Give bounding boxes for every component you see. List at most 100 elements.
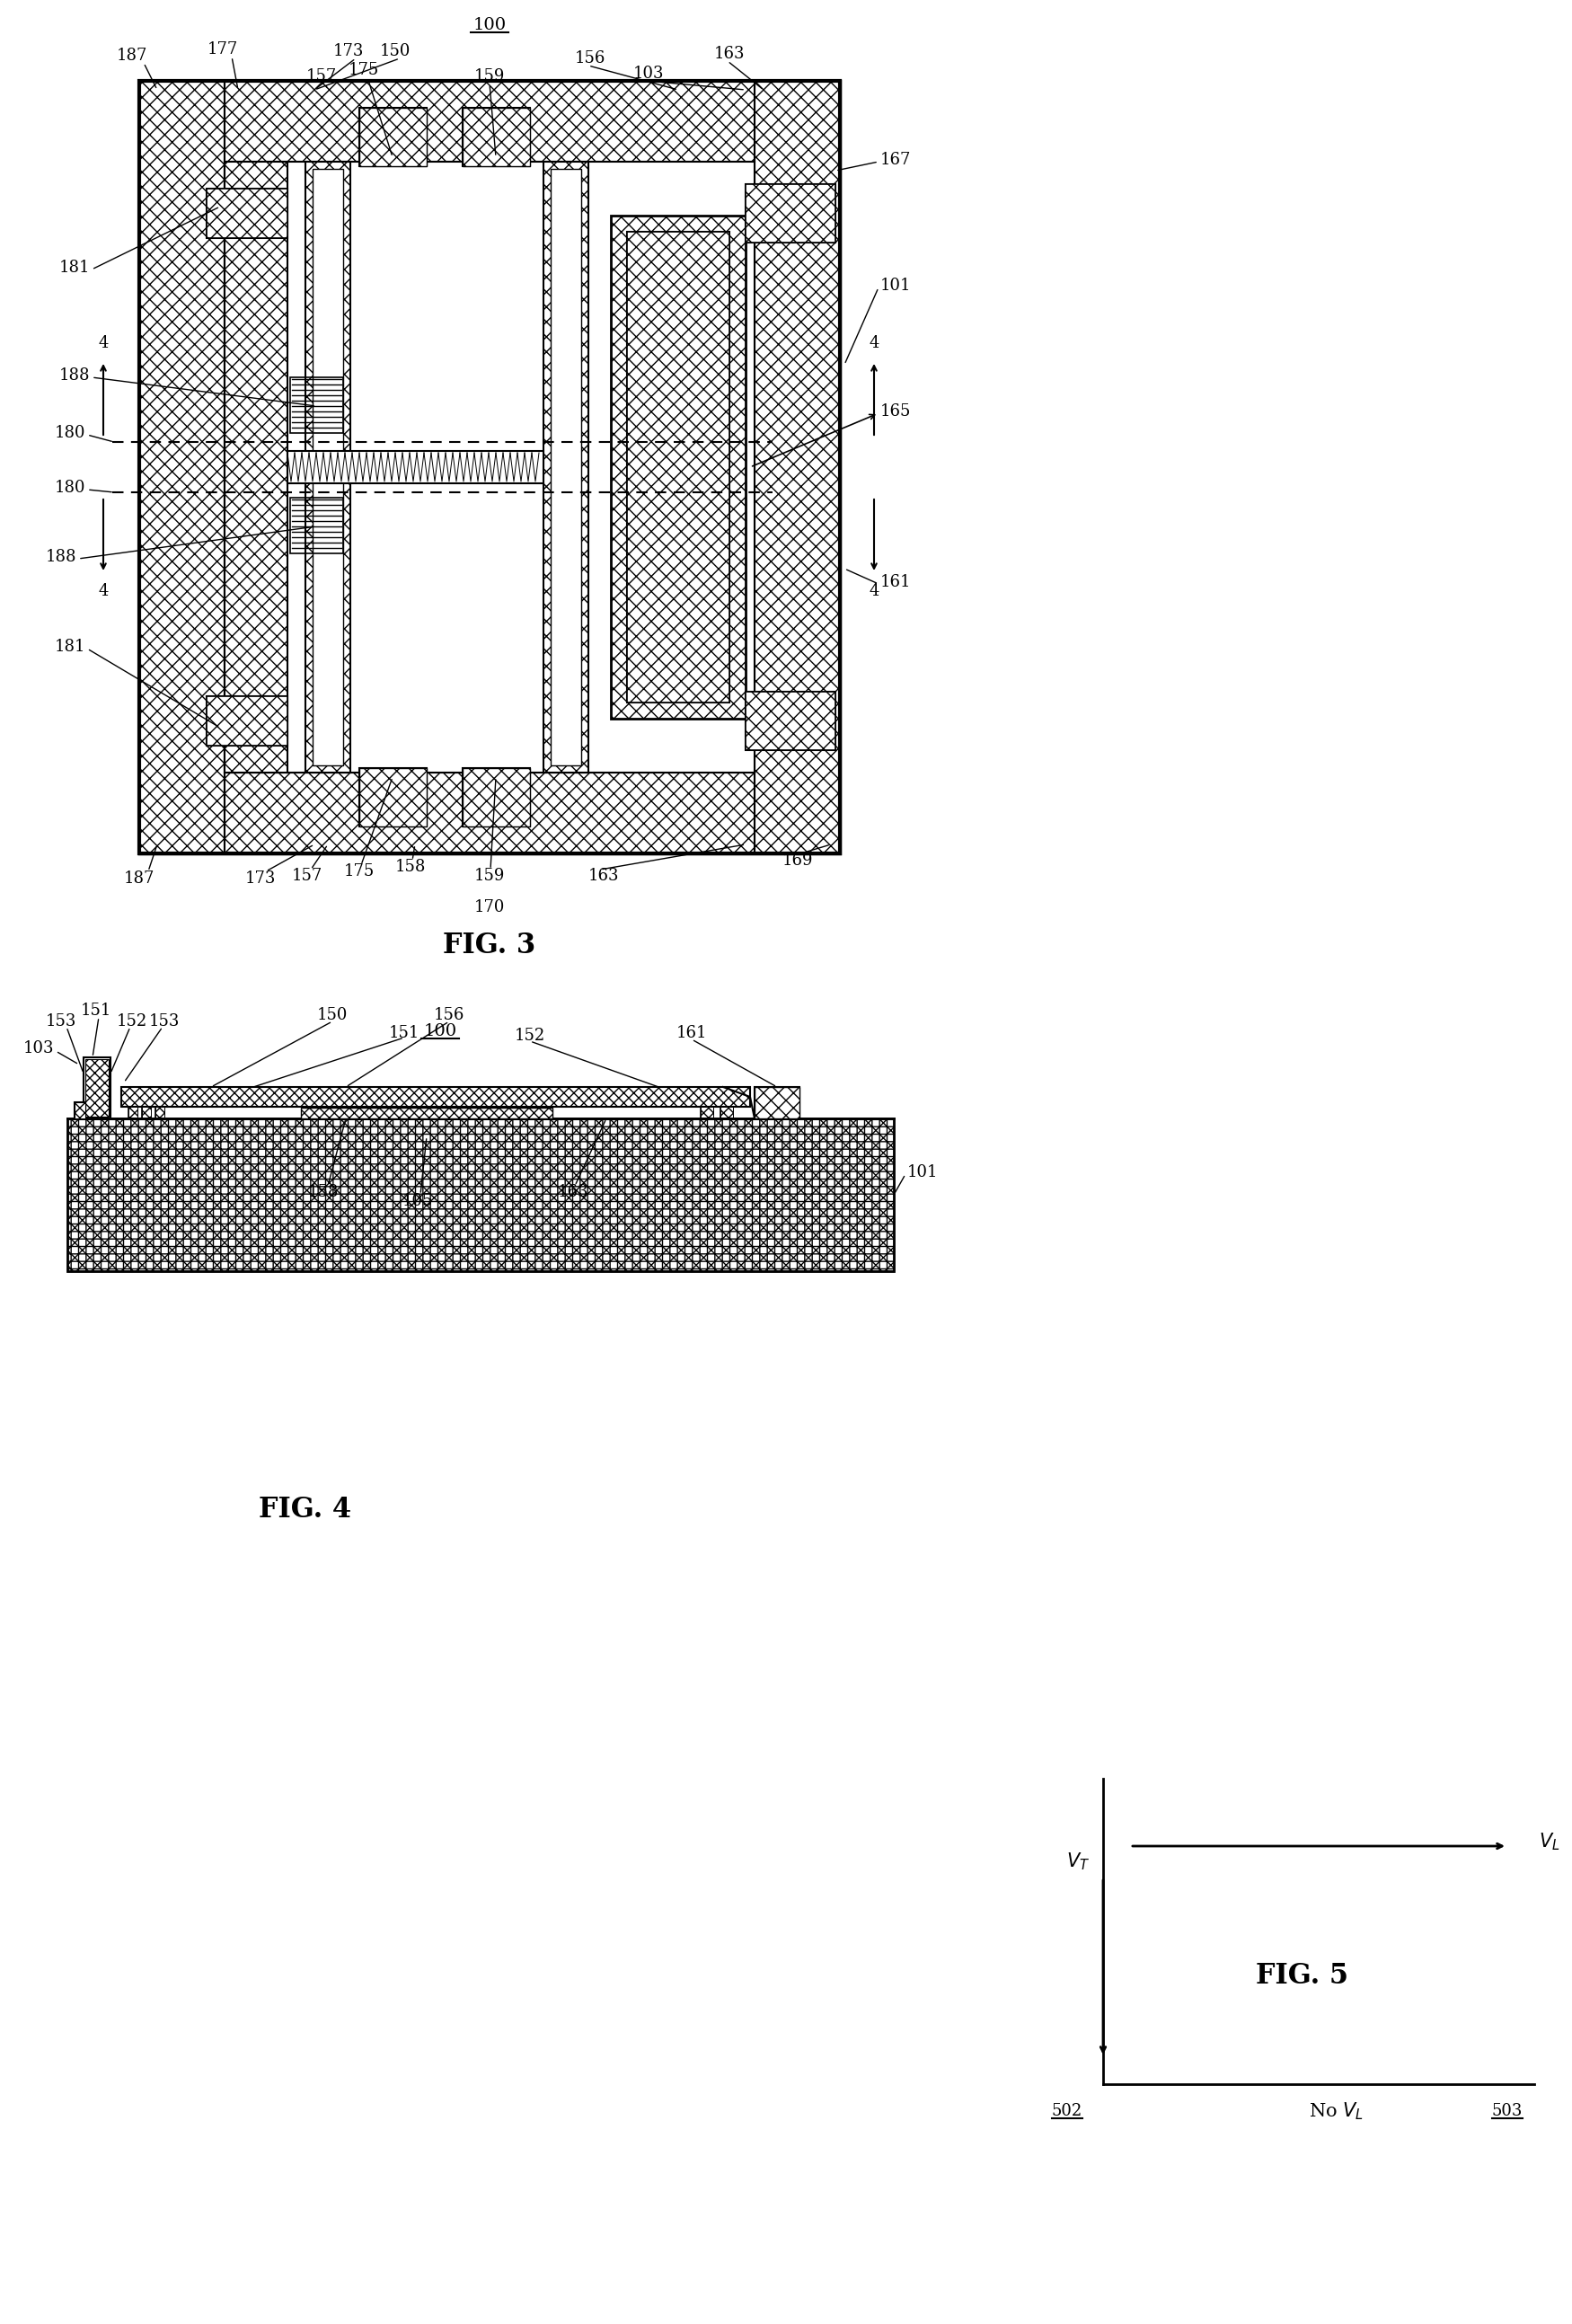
Text: 4: 4 bbox=[869, 583, 879, 600]
Bar bbox=[291, 497, 343, 553]
Text: 187: 187 bbox=[116, 46, 148, 63]
Bar bbox=[462, 107, 530, 167]
Text: 4: 4 bbox=[97, 335, 108, 351]
Text: 181: 181 bbox=[55, 639, 85, 655]
Text: 156: 156 bbox=[575, 51, 605, 67]
Bar bbox=[360, 767, 426, 827]
Bar bbox=[755, 1088, 800, 1118]
Bar bbox=[745, 184, 835, 242]
Text: 152: 152 bbox=[116, 1013, 148, 1030]
Text: 150: 150 bbox=[380, 44, 410, 60]
Bar bbox=[83, 1057, 110, 1118]
Bar bbox=[74, 1102, 85, 1118]
Bar bbox=[68, 1118, 894, 1271]
Bar bbox=[755, 81, 839, 853]
Text: No $V_L$: No $V_L$ bbox=[1309, 2101, 1364, 2122]
Text: 169: 169 bbox=[783, 853, 813, 869]
Bar bbox=[360, 107, 426, 167]
Bar bbox=[206, 697, 288, 746]
Bar bbox=[288, 451, 544, 483]
Text: $V_T$: $V_T$ bbox=[1066, 1850, 1089, 1871]
Text: 175: 175 bbox=[349, 63, 379, 79]
Text: 156: 156 bbox=[434, 1006, 465, 1023]
Bar bbox=[206, 188, 288, 237]
Bar bbox=[121, 1088, 750, 1106]
Bar bbox=[156, 1106, 165, 1118]
Text: 167: 167 bbox=[880, 151, 912, 167]
Text: 161: 161 bbox=[880, 574, 912, 590]
Bar bbox=[462, 107, 530, 167]
Bar bbox=[225, 772, 755, 853]
Text: 100: 100 bbox=[423, 1023, 457, 1039]
Bar bbox=[141, 1106, 151, 1118]
Text: 157: 157 bbox=[307, 67, 336, 84]
Text: 159: 159 bbox=[475, 67, 505, 84]
Text: 158: 158 bbox=[308, 1183, 340, 1199]
Bar bbox=[140, 81, 839, 853]
Bar bbox=[627, 232, 729, 702]
Bar bbox=[140, 81, 225, 853]
Bar bbox=[462, 767, 530, 827]
Bar bbox=[141, 1106, 151, 1118]
Bar bbox=[225, 163, 755, 772]
Bar bbox=[313, 170, 343, 765]
Bar bbox=[206, 188, 288, 237]
Text: 188: 188 bbox=[46, 548, 77, 565]
Text: FIG. 4: FIG. 4 bbox=[259, 1494, 352, 1522]
Text: FIG. 3: FIG. 3 bbox=[443, 932, 536, 960]
Bar bbox=[74, 1102, 85, 1118]
Bar bbox=[612, 216, 745, 718]
Text: 4: 4 bbox=[97, 583, 108, 600]
Bar bbox=[68, 1118, 894, 1271]
Text: 503: 503 bbox=[1492, 2103, 1523, 2119]
Bar bbox=[291, 376, 343, 432]
Text: 151: 151 bbox=[80, 1002, 112, 1018]
Bar bbox=[550, 170, 582, 765]
Text: 150: 150 bbox=[318, 1006, 347, 1023]
Bar bbox=[225, 163, 288, 772]
Bar bbox=[701, 1106, 714, 1118]
Text: 177: 177 bbox=[208, 42, 239, 58]
Text: 152: 152 bbox=[514, 1027, 545, 1043]
Text: 170: 170 bbox=[475, 899, 505, 916]
Bar bbox=[206, 697, 288, 746]
Text: $V_L$: $V_L$ bbox=[1539, 1831, 1559, 1852]
Bar bbox=[85, 1060, 108, 1116]
Bar bbox=[300, 1109, 552, 1118]
Bar bbox=[156, 1106, 165, 1118]
Text: 180: 180 bbox=[55, 479, 85, 495]
Text: 153: 153 bbox=[46, 1013, 77, 1030]
Text: 180: 180 bbox=[55, 425, 85, 442]
Bar bbox=[755, 1088, 800, 1118]
Text: 103: 103 bbox=[634, 65, 663, 81]
Text: 105: 105 bbox=[402, 1192, 434, 1208]
Text: 173: 173 bbox=[245, 872, 277, 888]
Text: FIG. 5: FIG. 5 bbox=[1256, 1961, 1349, 1989]
Text: 175: 175 bbox=[344, 862, 374, 878]
Text: 502: 502 bbox=[1052, 2103, 1083, 2119]
Text: 163: 163 bbox=[714, 46, 745, 63]
Text: 173: 173 bbox=[333, 44, 365, 60]
Text: 101: 101 bbox=[907, 1164, 938, 1181]
Bar bbox=[701, 1106, 714, 1118]
Bar bbox=[305, 163, 351, 772]
Bar bbox=[360, 767, 426, 827]
Text: 100: 100 bbox=[473, 16, 506, 33]
Bar bbox=[627, 232, 729, 702]
Bar bbox=[544, 163, 588, 772]
Bar bbox=[462, 767, 530, 827]
Bar bbox=[360, 107, 426, 167]
Text: 188: 188 bbox=[58, 367, 90, 383]
Text: 187: 187 bbox=[124, 872, 154, 888]
Text: 153: 153 bbox=[149, 1013, 179, 1030]
Text: 163: 163 bbox=[588, 867, 619, 883]
Text: 161: 161 bbox=[676, 1025, 707, 1041]
Bar bbox=[140, 81, 839, 853]
Text: 151: 151 bbox=[388, 1025, 420, 1041]
Text: 165: 165 bbox=[880, 404, 912, 421]
Bar bbox=[745, 693, 835, 751]
Bar bbox=[720, 1106, 733, 1118]
Text: 103: 103 bbox=[24, 1041, 53, 1057]
Text: 163: 163 bbox=[558, 1183, 588, 1199]
Text: 181: 181 bbox=[58, 260, 90, 277]
